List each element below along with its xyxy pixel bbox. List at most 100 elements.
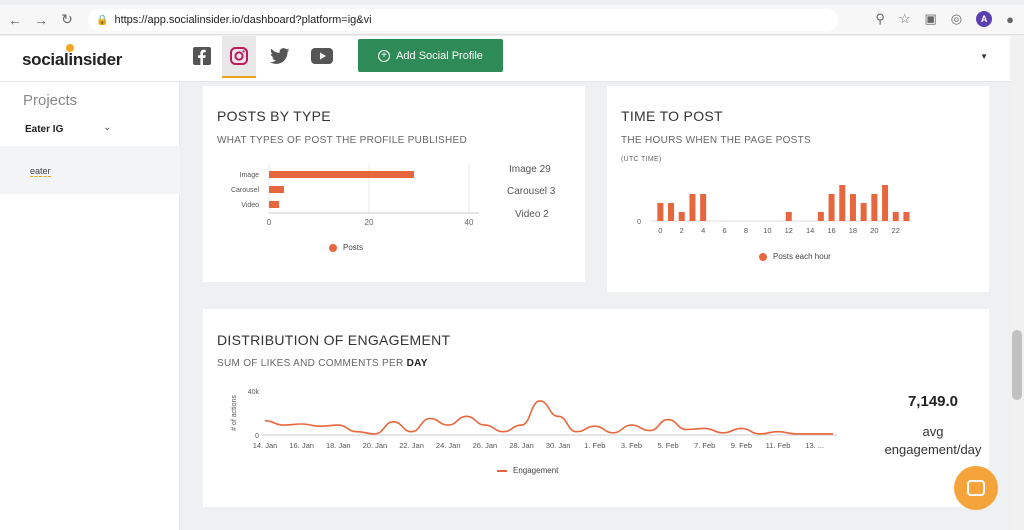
forward-icon[interactable]: →	[34, 11, 48, 28]
app-header: socialinsider + Add Social Profile ▼	[0, 36, 1010, 82]
time-to-post-subtitle: THE HOURS WHEN THE PAGE POSTS	[621, 135, 812, 146]
bar	[903, 212, 910, 221]
sidebar-item-profile[interactable]: eater	[30, 166, 51, 177]
x-tick-label: 12	[785, 226, 793, 235]
extension-globe-icon[interactable]: ◎	[950, 11, 963, 26]
avg-engagement-value: 7,149.0	[907, 393, 959, 410]
scrollbar-thumb[interactable]	[1012, 330, 1022, 400]
y-tick-label: 0	[255, 433, 259, 440]
utc-note: (UTC TIME)	[621, 156, 662, 163]
x-tick-label: 20. Jan	[363, 441, 388, 450]
youtube-tab[interactable]	[310, 44, 334, 68]
x-tick-label: 11. Feb	[766, 441, 791, 450]
engagement-card: DISTRIBUTION OF ENGAGEMENT SUM OF LIKES …	[203, 309, 989, 507]
zoom-icon[interactable]: ⚲	[875, 11, 885, 26]
engagement-legend[interactable]: Engagement	[497, 466, 558, 475]
add-social-profile-label: Add Social Profile	[396, 49, 483, 62]
browser-toolbar: ← → ↻ 🔒 https://app.socialinsider.io/das…	[0, 5, 1024, 35]
back-icon[interactable]: ←	[8, 11, 22, 28]
chat-launcher-button[interactable]	[954, 466, 998, 510]
extension-icon[interactable]: ▣	[924, 11, 937, 26]
x-tick-label: 6	[722, 226, 726, 235]
x-tick-label: 5. Feb	[657, 441, 678, 450]
address-bar[interactable]: 🔒 https://app.socialinsider.io/dashboard…	[88, 9, 838, 31]
bar	[657, 203, 664, 221]
bar	[817, 212, 824, 221]
posts-by-type-card: POSTS BY TYPE WHAT TYPES OF POST THE PRO…	[203, 86, 585, 282]
hours-legend[interactable]: Posts each hour	[759, 252, 831, 261]
posts-by-type-title: POSTS BY TYPE	[217, 108, 331, 124]
x-tick-label: 7. Feb	[694, 441, 715, 450]
x-tick-label: 24. Jan	[436, 441, 461, 450]
browser-actions: ⚲ ☆ ▣ ◎ A ●	[875, 11, 1014, 27]
lock-icon: 🔒	[96, 14, 109, 26]
add-social-profile-button[interactable]: + Add Social Profile	[358, 39, 503, 72]
scrollbar[interactable]	[1010, 36, 1024, 530]
x-tick-label: 22. Jan	[399, 441, 424, 450]
x-tick-label: 18	[849, 226, 857, 235]
time-to-post-card: TIME TO POST THE HOURS WHEN THE PAGE POS…	[607, 86, 989, 292]
x-tick-label: 13. ...	[805, 441, 824, 450]
reload-icon[interactable]: ↻	[61, 11, 73, 27]
x-tick-label: 40	[465, 218, 474, 227]
x-tick-label: 3. Feb	[621, 441, 642, 450]
x-tick-label: 26. Jan	[473, 441, 498, 450]
bar	[828, 194, 835, 221]
engagement-subtitle-period[interactable]: DAY	[406, 358, 428, 369]
bar	[700, 194, 707, 221]
y-tick-label: Carousel	[231, 187, 259, 194]
x-tick-label: 18. Jan	[326, 441, 351, 450]
x-tick-label: 10	[763, 226, 771, 235]
caret-down-icon[interactable]: ▼	[980, 52, 988, 61]
x-tick-label: 30. Jan	[546, 441, 571, 450]
legend-engagement-label: Engagement	[513, 466, 559, 475]
legend-dot-icon	[759, 252, 767, 261]
y-tick-label: Image	[240, 172, 260, 179]
bookmark-star-icon[interactable]: ☆	[898, 11, 911, 26]
y-axis-label: # of actions	[231, 395, 238, 431]
profile-avatar[interactable]: A	[976, 11, 993, 27]
time-to-post-chart: 0 0 2 4 6 8 10 12 14 16 18 20 22	[637, 185, 912, 235]
menu-dots-icon[interactable]: ●	[1006, 11, 1014, 27]
x-tick-label: 0	[267, 218, 272, 227]
bar	[849, 194, 856, 221]
avg-label-line-2: engagement/day	[884, 442, 982, 457]
y-tick-label: Video	[241, 202, 259, 209]
y-tick-label: 40k	[248, 389, 260, 396]
y-tick-label: 0	[637, 219, 641, 226]
instagram-tab[interactable]	[222, 36, 256, 78]
twitter-tab[interactable]	[268, 44, 292, 68]
avg-label-line-1: avg	[922, 424, 944, 439]
sidebar: Projects Eater IG ⌄ eater	[0, 82, 180, 530]
logo[interactable]: socialinsider	[22, 44, 122, 70]
engagement-subtitle-text: SUM OF LIKES AND COMMENTS PER	[217, 358, 404, 369]
x-tick-label: 14	[806, 226, 814, 235]
x-tick-label: 2	[680, 226, 684, 235]
legend-line-icon	[497, 469, 507, 472]
bar	[892, 212, 899, 221]
engagement-subtitle: SUM OF LIKES AND COMMENTS PER DAY	[217, 358, 428, 369]
chevron-down-icon[interactable]: ⌄	[103, 122, 112, 133]
posts-by-type-subtitle: WHAT TYPES OF POST THE PROFILE PUBLISHED	[217, 135, 468, 146]
bar	[871, 194, 878, 221]
x-tick-label: 14. Jan	[253, 441, 278, 450]
bar	[785, 212, 792, 221]
x-tick-label: 28. Jan	[509, 441, 534, 450]
instagram-icon	[230, 47, 248, 65]
side-label-video: Video 2	[515, 209, 549, 220]
bar	[882, 185, 889, 221]
twitter-icon	[270, 47, 290, 64]
posts-legend[interactable]: Posts	[329, 243, 363, 252]
legend-posts-label: Posts	[343, 243, 364, 252]
legend-hours-label: Posts each hour	[773, 252, 831, 261]
x-tick-label: 0	[658, 226, 662, 235]
facebook-tab[interactable]	[190, 44, 214, 68]
project-selector[interactable]: Eater IG	[25, 124, 64, 135]
youtube-icon	[311, 48, 333, 64]
plus-circle-icon: +	[378, 49, 391, 62]
engagement-chart: 0 40k # of actions 14. Jan 16. Jan 18. Jan 20.…	[231, 389, 837, 450]
x-tick-label: 9. Feb	[731, 441, 752, 450]
bar	[839, 185, 846, 221]
engagement-series-line	[264, 400, 834, 435]
